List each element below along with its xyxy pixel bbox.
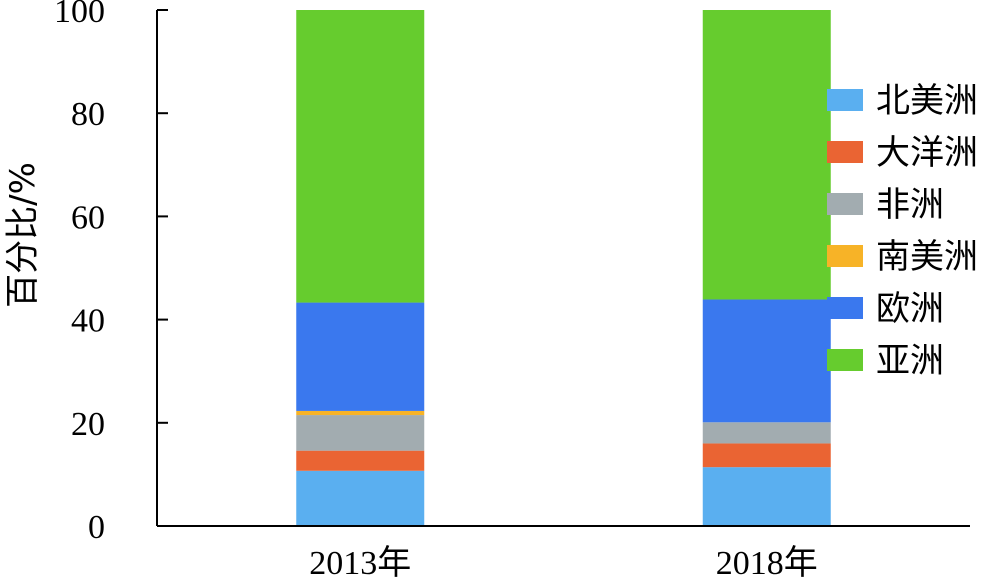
bar-segment-2-1 xyxy=(702,467,831,526)
legend-swatch xyxy=(827,297,863,319)
legend-label: 欧洲 xyxy=(876,289,944,329)
x-tick-label: 2013年 xyxy=(309,544,411,581)
y-tick-label: 20 xyxy=(71,406,105,443)
y-axis-label: 百分比/% xyxy=(3,162,43,308)
y-tick-label: 100 xyxy=(54,0,105,30)
bar-segment-2-6 xyxy=(702,10,831,300)
bar-segment-1-3 xyxy=(296,415,425,451)
bar-segment-1-4 xyxy=(296,410,425,416)
x-axis: 2013年 2018年 xyxy=(157,525,970,581)
legend-swatch xyxy=(827,349,863,371)
y-tick-label: 0 xyxy=(88,509,105,546)
legend-swatch xyxy=(827,89,863,111)
legend-label: 亚洲 xyxy=(876,341,944,381)
legend-label: 北美洲 xyxy=(876,81,978,121)
bar-segment-2-2 xyxy=(702,443,831,468)
y-tick-label: 40 xyxy=(71,303,105,340)
bar-segment-2-3 xyxy=(702,422,831,444)
y-axis: 0 20 40 60 80 100 xyxy=(54,0,168,546)
y-tick-label: 80 xyxy=(71,96,105,133)
bar-segment-1-1 xyxy=(296,470,425,526)
plot-area xyxy=(296,10,831,526)
bar-segment-1-2 xyxy=(296,450,425,471)
legend-swatch xyxy=(827,141,863,163)
legend-swatch xyxy=(827,193,863,215)
legend-label: 大洋洲 xyxy=(876,133,978,173)
bar-segment-1-5 xyxy=(296,302,425,411)
legend-label: 非洲 xyxy=(876,185,944,225)
legend-swatch xyxy=(827,245,863,267)
y-tick-label: 60 xyxy=(71,199,105,236)
bar-segment-1-6 xyxy=(296,10,425,303)
bar-segment-2-5 xyxy=(702,299,831,423)
legend-label: 南美洲 xyxy=(876,237,978,277)
x-tick-label: 2018年 xyxy=(716,544,818,581)
